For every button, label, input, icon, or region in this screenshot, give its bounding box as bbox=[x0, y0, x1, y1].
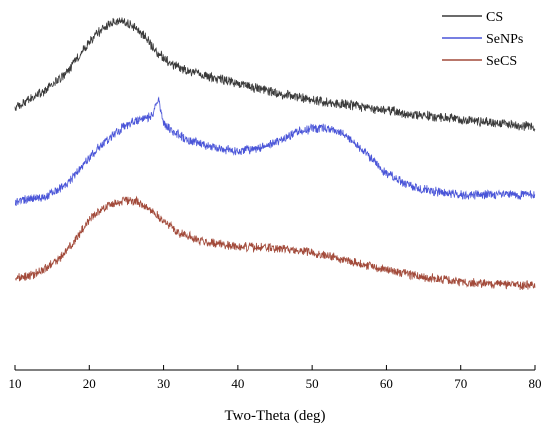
series-line-cs bbox=[14, 17, 536, 132]
x-axis-title: Two-Theta (deg) bbox=[225, 408, 326, 424]
x-tick-label: 10 bbox=[9, 376, 22, 391]
plot-lines bbox=[14, 17, 536, 291]
legend: CS SeNPs SeCS bbox=[442, 10, 523, 69]
x-tick-label: 50 bbox=[306, 376, 319, 391]
legend-label-secs: SeCS bbox=[486, 54, 517, 69]
x-tick-label: 60 bbox=[380, 376, 393, 391]
x-tick-label: 80 bbox=[529, 376, 542, 391]
x-tick-label: 40 bbox=[231, 376, 244, 391]
x-tick-label: 20 bbox=[83, 376, 96, 391]
x-axis: 10 20 30 40 50 60 70 80 bbox=[9, 365, 542, 391]
legend-label-cs: CS bbox=[486, 10, 503, 25]
x-tick-label: 70 bbox=[454, 376, 467, 391]
x-tick-label: 30 bbox=[157, 376, 170, 391]
legend-label-senps: SeNPs bbox=[486, 32, 523, 47]
series-line-senps bbox=[14, 96, 536, 207]
series-line-secs bbox=[14, 195, 536, 291]
